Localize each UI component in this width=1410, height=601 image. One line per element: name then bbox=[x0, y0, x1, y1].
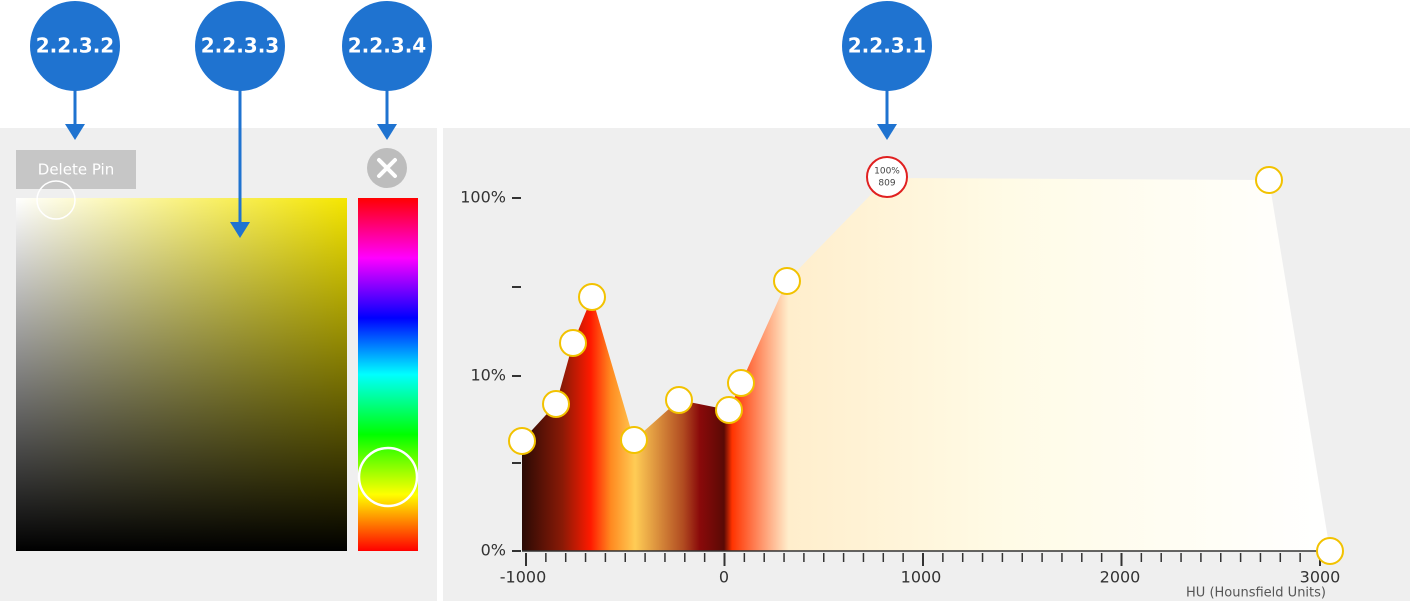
x-axis-ticks: -1000 0 1000 2000 3000 bbox=[500, 553, 1341, 587]
x-tick-label: 3000 bbox=[1300, 568, 1341, 587]
callout-arrowhead bbox=[377, 124, 397, 140]
callout-circle bbox=[30, 1, 120, 91]
pin[interactable] bbox=[727, 369, 755, 397]
pin[interactable] bbox=[665, 386, 693, 414]
callout-label: 2.2.3.3 bbox=[201, 34, 279, 58]
close-icon bbox=[377, 158, 397, 178]
y-tick-label: 10% bbox=[470, 366, 506, 385]
pin[interactable] bbox=[773, 267, 801, 295]
transfer-function-area bbox=[522, 178, 1330, 551]
saturation-value-shade bbox=[16, 198, 347, 551]
pin[interactable] bbox=[559, 329, 587, 357]
delete-pin-button[interactable] bbox=[16, 150, 136, 189]
x-tick-label: 2000 bbox=[1100, 568, 1141, 587]
callout-label: 2.2.3.1 bbox=[848, 34, 926, 58]
callout-circle bbox=[842, 1, 932, 91]
hue-selector[interactable] bbox=[357, 446, 419, 508]
pin-opacity: 100% bbox=[874, 167, 900, 177]
pin[interactable] bbox=[578, 283, 606, 311]
y-tick-label: 0% bbox=[481, 541, 506, 560]
pin[interactable] bbox=[1255, 166, 1283, 194]
callout-arrowhead bbox=[230, 222, 250, 238]
pin[interactable] bbox=[1316, 537, 1344, 565]
callout-arrowhead bbox=[65, 124, 85, 140]
button-label[interactable]: Delete Pin bbox=[38, 161, 114, 179]
callout-label: 2.2.3.2 bbox=[36, 34, 114, 58]
callout-circle bbox=[342, 1, 432, 91]
callout-circle bbox=[195, 1, 285, 91]
x-tick-label: 0 bbox=[719, 568, 729, 587]
x-tick-label: 1000 bbox=[901, 568, 942, 587]
hue-slider[interactable] bbox=[358, 198, 418, 551]
pin[interactable] bbox=[542, 390, 570, 418]
callout-arrowhead bbox=[877, 124, 897, 140]
pin[interactable] bbox=[715, 396, 743, 424]
pin-hu: 809 bbox=[878, 179, 895, 189]
callouts: 2.2.3.2 2.2.3.3 2.2.3.4 2.2.3.1 bbox=[30, 1, 932, 238]
y-axis: 100% 10% 0% bbox=[460, 188, 521, 560]
x-axis-title: HU (Hounsfield Units) bbox=[1186, 586, 1326, 601]
pin[interactable] bbox=[508, 427, 536, 455]
selected-pin[interactable] bbox=[866, 156, 908, 198]
pin[interactable] bbox=[620, 426, 648, 454]
y-tick-label: 100% bbox=[460, 188, 506, 207]
x-tick-label: -1000 bbox=[500, 568, 547, 587]
callout-label: 2.2.3.4 bbox=[348, 34, 426, 58]
pins bbox=[508, 166, 1344, 565]
color-selector[interactable] bbox=[36, 180, 76, 220]
